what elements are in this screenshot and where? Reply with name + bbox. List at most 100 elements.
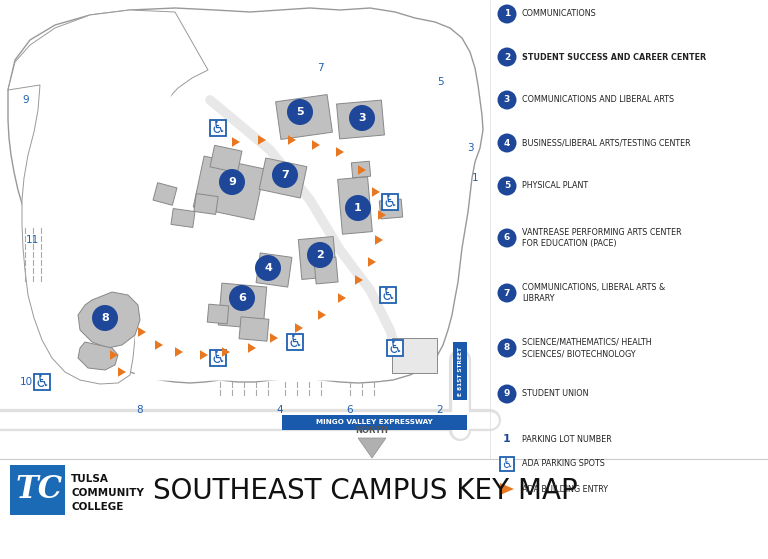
Polygon shape [222, 347, 230, 357]
Polygon shape [375, 235, 383, 245]
Bar [379, 199, 402, 219]
Bar [259, 158, 307, 198]
Text: 2: 2 [437, 405, 443, 415]
Circle shape [498, 91, 517, 110]
Text: 6: 6 [346, 405, 353, 415]
Text: ♿: ♿ [502, 457, 512, 471]
Text: COMMUNICATIONS, LIBERAL ARTS &
LIBRARY: COMMUNICATIONS, LIBERAL ARTS & LIBRARY [522, 283, 665, 304]
Bar [171, 209, 195, 228]
Polygon shape [358, 438, 386, 458]
Text: 3: 3 [467, 143, 473, 153]
Bar [314, 257, 338, 284]
Bar [380, 287, 396, 303]
Circle shape [219, 169, 245, 195]
Text: ADA PARKING SPOTS: ADA PARKING SPOTS [522, 459, 605, 468]
Text: ♿: ♿ [388, 339, 402, 357]
Text: ADA BUILDING ENTRY: ADA BUILDING ENTRY [522, 485, 608, 494]
Bar [336, 100, 385, 139]
Circle shape [498, 385, 517, 404]
Bar [382, 194, 398, 210]
Text: 10: 10 [19, 377, 32, 387]
Text: STUDENT SUCCESS AND CAREER CENTER: STUDENT SUCCESS AND CAREER CENTER [522, 53, 706, 61]
Circle shape [498, 283, 517, 302]
Bar [387, 340, 403, 356]
Text: 7: 7 [316, 63, 323, 73]
Polygon shape [355, 275, 363, 285]
Text: 9: 9 [504, 390, 510, 399]
Circle shape [349, 105, 375, 131]
Text: COMMUNITY: COMMUNITY [71, 488, 144, 498]
Text: PHYSICAL PLANT: PHYSICAL PLANT [522, 182, 588, 191]
Polygon shape [138, 327, 146, 337]
Bar [194, 193, 218, 215]
Bar [210, 350, 226, 366]
Bar [153, 183, 177, 205]
Circle shape [498, 229, 517, 248]
Bar [276, 94, 333, 139]
Text: 9: 9 [228, 177, 236, 187]
Text: ♿: ♿ [210, 119, 226, 137]
Polygon shape [368, 257, 376, 267]
Polygon shape [8, 8, 483, 383]
Text: BUSINESS/LIBERAL ARTS/TESTING CENTER: BUSINESS/LIBERAL ARTS/TESTING CENTER [522, 139, 690, 148]
Text: ♿: ♿ [382, 193, 397, 211]
Bar [256, 253, 292, 287]
Bar [218, 283, 266, 329]
Text: 2: 2 [504, 53, 510, 61]
Text: 8: 8 [101, 313, 109, 323]
Polygon shape [312, 140, 320, 150]
Circle shape [498, 339, 517, 358]
Text: 5: 5 [437, 77, 443, 87]
Polygon shape [358, 165, 366, 175]
Bar [0, 0, 490, 459]
Text: 7: 7 [281, 170, 289, 180]
Circle shape [229, 285, 255, 311]
Polygon shape [270, 333, 278, 343]
Text: ♿: ♿ [35, 373, 49, 391]
Polygon shape [372, 187, 380, 197]
Text: COMMUNICATIONS AND LIBERAL ARTS: COMMUNICATIONS AND LIBERAL ARTS [522, 96, 674, 105]
Circle shape [287, 99, 313, 125]
Bar [500, 457, 514, 471]
Text: 2: 2 [316, 250, 324, 260]
Bar [34, 374, 50, 390]
Bar [10, 465, 65, 515]
Text: STUDENT UNION: STUDENT UNION [522, 390, 588, 399]
Text: 1: 1 [354, 203, 362, 213]
Bar [298, 236, 336, 280]
Polygon shape [258, 135, 266, 145]
Text: 1: 1 [504, 10, 510, 18]
Bar [453, 342, 467, 400]
Polygon shape [118, 367, 126, 377]
Polygon shape [8, 10, 208, 384]
Polygon shape [248, 343, 256, 353]
Circle shape [255, 255, 281, 281]
Circle shape [92, 305, 118, 331]
Polygon shape [155, 340, 163, 350]
Text: 3: 3 [358, 113, 366, 123]
Polygon shape [78, 342, 118, 370]
Bar [207, 304, 229, 324]
Text: 5: 5 [504, 182, 510, 191]
Text: 1: 1 [472, 173, 478, 183]
Circle shape [498, 177, 517, 196]
Bar [210, 120, 226, 136]
Polygon shape [318, 310, 326, 320]
Bar [210, 145, 242, 173]
Text: COMMUNICATIONS: COMMUNICATIONS [522, 10, 597, 18]
Bar [194, 156, 265, 220]
Polygon shape [295, 323, 303, 333]
Text: 7: 7 [504, 288, 510, 297]
Text: PARKING LOT NUMBER: PARKING LOT NUMBER [522, 434, 612, 443]
Text: TULSA: TULSA [71, 474, 109, 484]
Polygon shape [78, 292, 140, 348]
Polygon shape [175, 347, 183, 357]
Circle shape [498, 4, 517, 23]
Polygon shape [338, 293, 346, 303]
Circle shape [498, 48, 517, 67]
Circle shape [345, 195, 371, 221]
Text: ♿: ♿ [210, 349, 226, 367]
Polygon shape [378, 210, 386, 220]
Text: 4: 4 [504, 139, 510, 148]
Text: VANTREASE PERFORMING ARTS CENTER
FOR EDUCATION (PACE): VANTREASE PERFORMING ARTS CENTER FOR EDU… [522, 228, 682, 248]
